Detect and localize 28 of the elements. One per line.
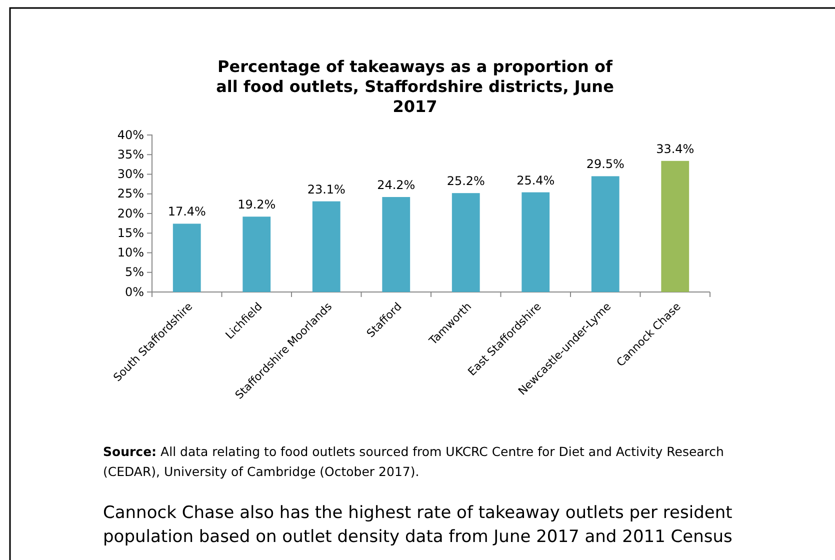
y-tick-label: 20% [117, 206, 144, 220]
text: Cannock Chase also has the highest rate of takeaway outlets per resident population based on outlet density data from June 2017 and 2011 Census [103, 503, 733, 547]
data-label: 25.4% [516, 173, 555, 188]
y-tick-label: 25% [117, 186, 144, 201]
y-tick-label: 15% [117, 226, 144, 240]
y-tick-label: 0% [124, 284, 144, 299]
bar [312, 201, 340, 292]
bar [591, 176, 620, 292]
source-note: Source: All data relating to food outlets sourced from UKCRC Centre for Diet and Activity Research (CEDAR), University of Cambridge (October 2017). [103, 444, 724, 479]
bar [452, 193, 480, 292]
y-tick-label: 40% [117, 128, 144, 142]
bar [522, 192, 550, 292]
bar [172, 224, 201, 292]
data-label: 29.5% [586, 157, 624, 172]
chart-title: Percentage of takeaways as a proportion of all food outlets, Staffordshire districts, June 2017 [216, 57, 614, 116]
bar [661, 160, 690, 292]
data-label: 24.2% [377, 178, 416, 192]
data-label: 17.4% [168, 204, 206, 219]
bar [242, 216, 271, 292]
y-tick-label: 35% [117, 147, 144, 162]
data-label: 23.1% [307, 182, 346, 196]
data-label: 33.4% [656, 142, 694, 156]
data-label: 19.2% [238, 198, 276, 212]
y-tick-label: 5% [124, 265, 144, 280]
y-tick-label: 30% [117, 167, 144, 182]
y-tick-label: 10% [117, 246, 144, 260]
bar [382, 197, 410, 292]
data-label: 25.2% [446, 174, 485, 188]
